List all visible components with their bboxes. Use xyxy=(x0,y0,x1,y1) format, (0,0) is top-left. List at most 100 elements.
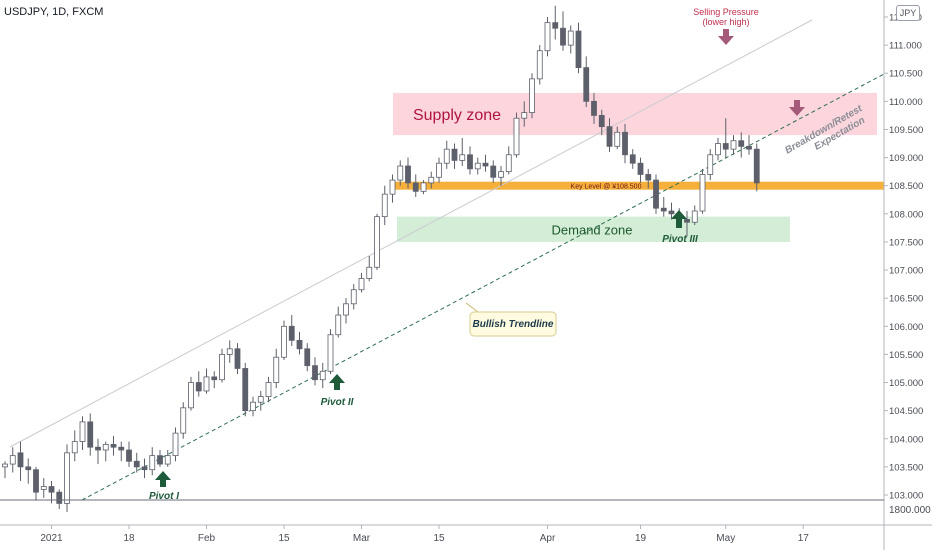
candle-bullish xyxy=(281,325,287,358)
candle-bearish xyxy=(17,452,24,468)
price-tick-label: 103.000 xyxy=(889,491,923,502)
sub-pane-tick: 1800.000 xyxy=(889,505,931,516)
candle-bullish xyxy=(71,441,78,454)
candle-bearish xyxy=(653,179,659,209)
key-level-band xyxy=(393,181,884,190)
candle-bearish xyxy=(87,421,94,448)
candle-bullish xyxy=(366,266,373,279)
pivot-2-label: Pivot II xyxy=(321,397,354,408)
time-tick-label: Mar xyxy=(353,533,371,544)
price-tick-label: 108.500 xyxy=(889,181,923,192)
candle-bearish xyxy=(304,348,311,367)
supply-zone-label: Supply zone xyxy=(413,107,501,124)
trendline-callout-text: Bullish Trendline xyxy=(473,319,554,330)
candle-bullish xyxy=(381,193,388,218)
time-tick-label: 15 xyxy=(433,533,445,544)
candle-bullish xyxy=(102,443,109,451)
candle-bullish xyxy=(40,486,47,490)
key-level-label: Key Level @ ¥108.500 xyxy=(571,184,642,191)
candle-bearish xyxy=(288,325,295,341)
candle-bullish xyxy=(529,78,535,114)
candle-bullish xyxy=(2,463,8,468)
candle-bullish xyxy=(691,210,698,223)
candle-bullish xyxy=(730,140,737,150)
candle-bearish xyxy=(405,165,411,184)
price-tick-label: 107.500 xyxy=(889,237,923,248)
pivot-2-arrow-icon xyxy=(329,374,345,390)
time-tick-label: 19 xyxy=(635,533,647,544)
candle-bullish xyxy=(536,50,543,80)
candle-bearish xyxy=(722,143,729,150)
candle-bullish xyxy=(521,112,528,119)
time-tick-label: Feb xyxy=(198,533,216,544)
candle-bearish xyxy=(606,126,613,147)
bullish-trendline xyxy=(81,73,885,501)
candle-bullish xyxy=(164,455,171,465)
candle-bearish xyxy=(560,27,566,46)
candle-bullish xyxy=(219,354,225,381)
selling-pressure-label-line2: (lower high) xyxy=(702,17,749,27)
candle-bullish xyxy=(498,171,504,178)
candle-bearish xyxy=(552,22,559,29)
candle-bullish xyxy=(428,176,435,184)
pivot-1-label: Pivot I xyxy=(149,491,179,502)
candle-bullish xyxy=(397,165,404,181)
time-tick-label: Apr xyxy=(540,533,556,544)
candle-bullish xyxy=(513,117,520,156)
candle-bearish xyxy=(591,100,597,116)
time-tick-label: 15 xyxy=(278,533,290,544)
candle-bearish xyxy=(645,174,652,181)
upper-channel-line xyxy=(9,19,813,448)
price-tick-label: 109.000 xyxy=(889,153,923,164)
candle-bearish xyxy=(629,154,636,164)
candle-bearish xyxy=(33,469,39,493)
candle-bearish xyxy=(668,210,675,215)
candle-bullish xyxy=(459,154,466,161)
candle-bullish xyxy=(420,182,427,192)
candle-bearish xyxy=(575,30,582,69)
candle-bullish xyxy=(699,174,706,212)
chart-background xyxy=(0,0,884,550)
price-tick-label: 110.500 xyxy=(889,69,923,80)
candle-bullish xyxy=(343,303,349,316)
candle-bearish xyxy=(412,182,419,192)
pivot-3-arrow-icon xyxy=(671,210,687,228)
candle-bullish xyxy=(567,30,574,46)
time-tick-label: 17 xyxy=(798,533,810,544)
candle-bearish xyxy=(738,140,745,147)
price-tick-label: 105.000 xyxy=(889,378,923,389)
candle-bullish xyxy=(180,407,187,434)
candle-bullish xyxy=(715,143,721,156)
candle-bearish xyxy=(48,486,55,493)
price-tick-label: 106.000 xyxy=(889,322,923,333)
candle-bearish xyxy=(660,207,667,212)
demand-zone xyxy=(397,216,790,242)
candle-bearish xyxy=(753,148,760,184)
candle-bullish xyxy=(226,348,233,355)
candle-bearish xyxy=(467,154,473,170)
candle-bullish xyxy=(544,22,551,52)
symbol-title[interactable]: USDJPY, 1D, FXCM xyxy=(4,6,104,18)
candle-bearish xyxy=(622,131,628,156)
candle-bearish xyxy=(482,162,489,167)
candle-bearish xyxy=(195,382,202,392)
breakdown-arrow-icon xyxy=(789,100,805,116)
price-tick-label: 106.500 xyxy=(889,294,923,305)
price-axis[interactable]: 111.500111.000110.500110.000109.500109.0… xyxy=(884,13,923,502)
candle-bullish xyxy=(64,452,70,504)
candle-bearish xyxy=(296,339,303,350)
candle-bullish xyxy=(250,401,256,412)
time-axis[interactable]: 2021 18 Feb 15 Mar 15 Apr 19 May 17 xyxy=(40,525,809,544)
candle-bullish xyxy=(436,162,442,178)
candle-bearish xyxy=(118,446,125,451)
candle-bullish xyxy=(707,154,714,175)
pivot-1-arrow-icon xyxy=(155,471,171,487)
time-tick-label: 18 xyxy=(123,533,135,544)
price-tick-label: 105.500 xyxy=(889,350,923,361)
price-tick-label: 103.500 xyxy=(889,462,923,473)
price-tick-label: 108.000 xyxy=(889,209,923,220)
candle-bearish xyxy=(637,162,644,175)
currency-badge[interactable]: JPY xyxy=(896,5,920,21)
